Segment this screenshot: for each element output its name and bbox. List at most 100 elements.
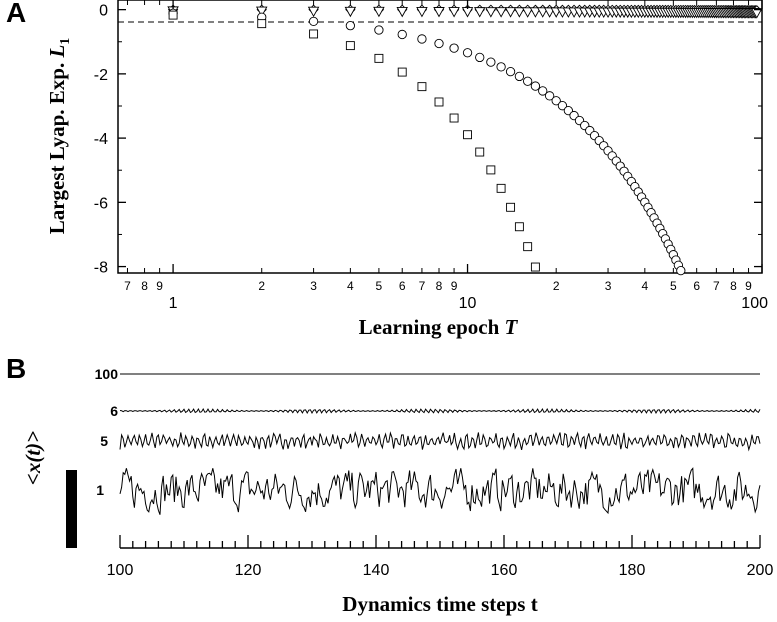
square-point xyxy=(496,183,506,193)
triangle-point xyxy=(521,7,534,18)
square-point xyxy=(345,41,355,51)
y-axis-title-b: <x(t)> xyxy=(21,431,45,485)
circle-point xyxy=(475,52,485,63)
trace-label: 6 xyxy=(110,403,118,419)
triangle-point xyxy=(485,7,497,18)
x-tick-label-b: 120 xyxy=(235,562,262,579)
circle-point xyxy=(434,38,444,49)
x-minor-label: 5 xyxy=(376,279,383,293)
square-point xyxy=(449,113,459,123)
x-axis-title-b: Dynamics time steps t xyxy=(342,592,537,616)
x-major-label: 100 xyxy=(741,295,768,312)
trace-label: 100 xyxy=(95,366,119,382)
trace-label: 5 xyxy=(100,433,108,449)
square-point xyxy=(506,202,516,212)
square-point xyxy=(530,262,540,272)
triangle-point xyxy=(396,6,408,18)
circle-point xyxy=(374,25,384,35)
y-axis-title-a-main: Largest Lyap. Exp. xyxy=(45,63,69,235)
square-point xyxy=(463,130,472,140)
y-tick-label: 0 xyxy=(99,3,108,20)
y-axis-title-a: Largest Lyap. Exp. L1 xyxy=(45,38,73,235)
triangle-point xyxy=(513,7,526,18)
x-tick-label-b: 180 xyxy=(619,562,646,579)
square-point xyxy=(374,53,384,63)
triangle-point xyxy=(416,7,428,18)
x-minor-label: 2 xyxy=(553,279,560,293)
circle-point xyxy=(486,57,496,67)
triangle-point xyxy=(504,7,517,18)
y-tick-label: -8 xyxy=(94,260,108,277)
circle-point xyxy=(308,16,319,27)
x-minor-label: 6 xyxy=(399,279,406,293)
circle-point xyxy=(514,71,525,82)
triangle-point xyxy=(495,7,507,18)
x-minor-label: 3 xyxy=(310,279,317,293)
circle-point xyxy=(345,21,356,31)
square-point xyxy=(417,82,427,92)
square-point xyxy=(168,10,178,20)
circle-point xyxy=(676,265,686,276)
circle-point xyxy=(496,62,506,72)
x-minor-label: 6 xyxy=(693,279,700,293)
x-major-label: 10 xyxy=(459,295,477,312)
y-axis-title-a-sub: 1 xyxy=(58,38,73,45)
circle-point xyxy=(397,29,407,40)
y-ticks-a: 0 -2 -4 -6 -8 xyxy=(94,3,762,277)
square-point xyxy=(514,222,524,232)
y-tick-label: -2 xyxy=(94,67,108,84)
x-axis-title-a-main: Learning epoch xyxy=(359,315,500,339)
triangle-point xyxy=(344,6,357,18)
x-major-label: 1 xyxy=(169,295,178,312)
square-point xyxy=(475,147,485,157)
trace-label: 1 xyxy=(96,482,104,498)
triangle-point xyxy=(473,7,486,18)
x-minor-label: 9 xyxy=(745,279,752,293)
x-minor-label: 9 xyxy=(451,279,458,293)
triangle-point xyxy=(529,7,542,18)
circle-point xyxy=(557,101,568,111)
x-minor-label: 5 xyxy=(670,279,677,293)
triangle-point xyxy=(373,6,385,18)
y-axis-title-a-var: L xyxy=(45,45,69,59)
x-tick-label-b: 160 xyxy=(491,562,518,579)
data-series xyxy=(167,4,763,276)
triangle-point xyxy=(751,8,763,19)
circle-point xyxy=(449,43,459,53)
y-tick-label: -4 xyxy=(94,131,108,148)
triangle-point xyxy=(448,7,460,18)
circle-point xyxy=(551,96,561,106)
triangle-point xyxy=(536,7,549,18)
x-tick-label-b: 200 xyxy=(747,562,774,579)
series-square xyxy=(168,10,540,272)
circle-point xyxy=(544,91,555,101)
x-tick-label-b: 140 xyxy=(363,562,390,579)
x-minor-label: 7 xyxy=(124,279,131,293)
circle-point xyxy=(538,86,548,96)
trace-6 xyxy=(119,407,761,415)
scale-bar xyxy=(66,470,77,548)
square-point xyxy=(309,29,319,39)
x-minor-label: 8 xyxy=(436,279,443,293)
y-tick-label: -6 xyxy=(94,195,108,212)
x-minor-label: 7 xyxy=(713,279,720,293)
x-axis-title-a: Learning epoch T xyxy=(359,315,519,339)
triangle-point xyxy=(433,7,445,18)
x-minor-label: 2 xyxy=(258,279,265,293)
x-minor-label: 8 xyxy=(730,279,737,293)
x-minor-label: 9 xyxy=(156,279,163,293)
triangle-point xyxy=(307,6,320,18)
x-minor-label: 7 xyxy=(419,279,426,293)
circle-point xyxy=(505,66,516,77)
x-minor-label: 8 xyxy=(141,279,148,293)
series-circle xyxy=(168,8,686,276)
square-point xyxy=(434,97,444,107)
x-axis-title-a-var: T xyxy=(505,315,519,339)
square-point xyxy=(486,165,496,175)
square-point xyxy=(523,242,533,252)
circle-point xyxy=(462,48,473,58)
plot-frame-a xyxy=(117,0,763,274)
panel-label-b: B xyxy=(6,353,26,384)
